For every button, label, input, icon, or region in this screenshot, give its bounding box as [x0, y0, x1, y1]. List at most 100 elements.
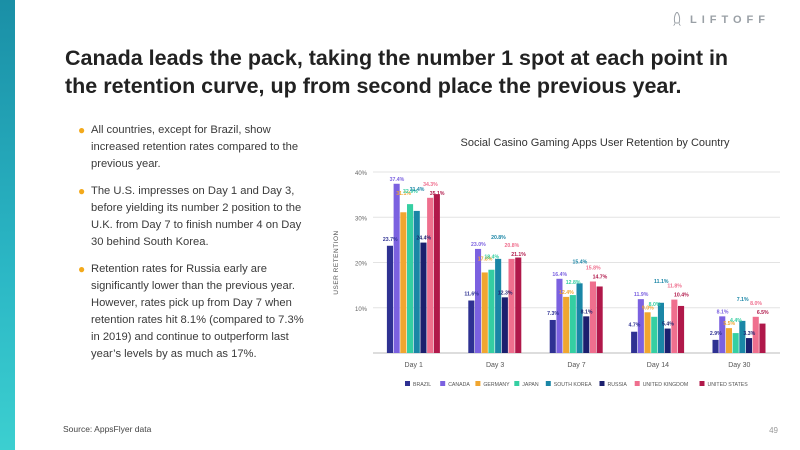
data-label: 15.8%: [586, 266, 601, 272]
data-label: 11.1%: [654, 279, 669, 285]
data-label: 5.5%: [723, 321, 735, 327]
bar: [475, 248, 482, 353]
data-label: 21.1%: [511, 252, 526, 258]
retention-bar-chart: 10% 20% 30% 40% USER RETENTION Day 1 Day 3 Day …: [333, 171, 780, 388]
x-tick-label: Day 1: [405, 362, 423, 369]
legend-label: GERMANY: [483, 382, 510, 388]
bar: [400, 212, 407, 353]
data-label: 11.6%: [464, 292, 479, 298]
data-label: 14.7%: [593, 275, 608, 281]
x-tick-label: Day 14: [647, 362, 669, 369]
legend-label: CANADA: [448, 382, 470, 388]
data-label: 9.0%: [642, 305, 654, 311]
bar: [481, 272, 488, 353]
bar: [725, 328, 732, 353]
bar: [631, 331, 638, 353]
data-label: 31.1%: [396, 191, 411, 197]
rocket-icon: [672, 12, 681, 26]
bullet-item: ● All countries, except for Brazil, show …: [65, 122, 305, 173]
bar: [589, 281, 596, 353]
data-label: 10.4%: [674, 293, 689, 299]
source-note: Source: AppsFlyer data: [63, 424, 152, 434]
bar: [712, 339, 719, 353]
data-label: 12.3%: [498, 290, 513, 296]
y-tick-label: 40%: [355, 171, 368, 177]
bullet-list: ● All countries, except for Brazil, show …: [65, 122, 305, 373]
data-label: 23.7%: [383, 237, 398, 243]
bar: [678, 305, 685, 353]
data-label: 23.0%: [471, 242, 486, 248]
chart-title: Social Casino Gaming Apps User Retention…: [460, 137, 730, 149]
bar: [719, 316, 726, 353]
bullet-text: The U.S. impresses on Day 1 and Day 3, b…: [91, 185, 302, 248]
y-tick-label: 20%: [355, 262, 368, 268]
data-label: 37.4%: [390, 177, 405, 183]
bullet-item: ● The U.S. impresses on Day 1 and Day 3, …: [65, 183, 305, 251]
bar: [549, 319, 556, 353]
x-tick-label: Day 30: [728, 362, 750, 369]
legend-label: JAPAN: [522, 382, 539, 388]
data-label: 4.4%: [730, 318, 742, 324]
y-tick-label: 30%: [355, 216, 368, 222]
data-label: 3.3%: [743, 331, 755, 337]
bar: [752, 316, 759, 353]
bullet-dot-icon: ●: [78, 123, 86, 137]
bar: [407, 204, 414, 353]
data-label: 24.4%: [416, 236, 431, 242]
accent-bar: [0, 0, 15, 450]
bar: [420, 242, 427, 353]
data-label: 15.4%: [572, 259, 587, 265]
data-label: 34.3%: [423, 182, 438, 188]
data-label: 20.8%: [504, 243, 519, 249]
brand-logo: LIFTOFF: [672, 12, 770, 28]
legend-swatch: [405, 381, 410, 386]
y-tick-label: 10%: [355, 307, 368, 313]
bar: [644, 312, 651, 353]
bar: [664, 328, 671, 353]
legend-label: UNITED KINGDOM: [643, 382, 689, 388]
bar: [386, 245, 393, 353]
legend-swatch: [634, 381, 640, 386]
data-label: 11.9%: [634, 292, 649, 298]
data-label: 7.1%: [737, 297, 749, 303]
bar: [433, 194, 440, 353]
brand-name: LIFTOFF: [689, 14, 770, 26]
legend-label: UNITED STATES: [708, 382, 749, 388]
data-label: 4.7%: [629, 323, 641, 329]
legend-label: BRAZIL: [413, 382, 431, 388]
bar: [427, 197, 434, 353]
bullet-dot-icon: ●: [78, 262, 86, 276]
data-label: 6.5%: [757, 310, 769, 316]
data-label: 8.0%: [750, 301, 762, 307]
bar: [501, 297, 508, 353]
data-label: 8.0%: [649, 302, 661, 308]
bar: [657, 302, 664, 353]
bar: [651, 316, 658, 353]
legend-swatch: [475, 381, 481, 386]
legend-swatch: [599, 381, 605, 386]
data-label: 5.4%: [662, 322, 674, 328]
bar: [569, 295, 576, 353]
bar: [746, 338, 753, 353]
bar: [576, 283, 583, 353]
bar: [759, 323, 766, 353]
legend-swatch: [514, 381, 520, 386]
bar: [393, 183, 400, 353]
data-label: 20.8%: [491, 235, 506, 241]
bar: [468, 300, 475, 353]
page-title: Canada leads the pack, taking the number…: [65, 46, 729, 98]
page-number: 49: [769, 426, 778, 435]
bar: [732, 333, 739, 353]
legend-swatch: [699, 381, 705, 386]
legend-swatch: [545, 381, 551, 386]
bar: [739, 320, 746, 353]
bullet-text: All countries, except for Brazil, show i…: [91, 124, 299, 170]
data-label: 7.3%: [547, 311, 559, 317]
data-label: 12.8%: [566, 280, 581, 286]
data-label: 8.1%: [717, 309, 729, 315]
data-label: 31.4%: [410, 187, 425, 193]
data-label: 35.1%: [430, 191, 445, 197]
bar: [637, 299, 644, 353]
bar: [563, 296, 570, 353]
data-label: 32.9%: [403, 189, 418, 195]
